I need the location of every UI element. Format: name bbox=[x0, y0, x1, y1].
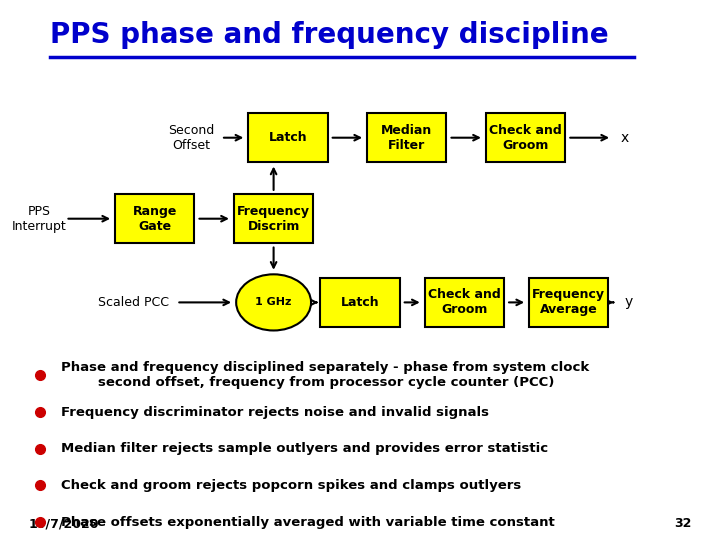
FancyBboxPatch shape bbox=[367, 113, 446, 162]
Text: Check and
Groom: Check and Groom bbox=[489, 124, 562, 152]
Text: Latch: Latch bbox=[269, 131, 307, 144]
FancyBboxPatch shape bbox=[529, 278, 608, 327]
Text: Frequency
Discrim: Frequency Discrim bbox=[237, 205, 310, 233]
Text: Median
Filter: Median Filter bbox=[381, 124, 433, 152]
FancyBboxPatch shape bbox=[486, 113, 565, 162]
Text: Phase and frequency disciplined separately - phase from system clock
        sec: Phase and frequency disciplined separate… bbox=[61, 361, 590, 389]
Text: Check and groom rejects popcorn spikes and clamps outlyers: Check and groom rejects popcorn spikes a… bbox=[61, 479, 521, 492]
Text: Range
Gate: Range Gate bbox=[132, 205, 177, 233]
Text: Frequency discriminator rejects noise and invalid signals: Frequency discriminator rejects noise an… bbox=[61, 406, 489, 419]
Text: 32: 32 bbox=[674, 517, 691, 530]
Text: 1 GHz: 1 GHz bbox=[256, 298, 292, 307]
Text: Frequency
Average: Frequency Average bbox=[532, 288, 606, 316]
Text: Latch: Latch bbox=[341, 296, 379, 309]
FancyBboxPatch shape bbox=[320, 278, 400, 327]
Text: x: x bbox=[621, 131, 629, 145]
Text: PPS
Interrupt: PPS Interrupt bbox=[12, 205, 67, 233]
Text: Second
Offset: Second Offset bbox=[168, 124, 214, 152]
Text: y: y bbox=[625, 295, 633, 309]
Text: Scaled PCC: Scaled PCC bbox=[98, 296, 168, 309]
Text: Phase offsets exponentially averaged with variable time constant: Phase offsets exponentially averaged wit… bbox=[61, 516, 555, 529]
Text: 10/7/2020: 10/7/2020 bbox=[29, 517, 99, 530]
Text: Check and
Groom: Check and Groom bbox=[428, 288, 501, 316]
FancyBboxPatch shape bbox=[248, 113, 328, 162]
Text: PPS phase and frequency discipline: PPS phase and frequency discipline bbox=[50, 21, 609, 49]
Text: Median filter rejects sample outlyers and provides error statistic: Median filter rejects sample outlyers an… bbox=[61, 442, 549, 455]
FancyBboxPatch shape bbox=[234, 194, 313, 243]
FancyBboxPatch shape bbox=[425, 278, 504, 327]
Circle shape bbox=[236, 274, 311, 330]
FancyBboxPatch shape bbox=[115, 194, 194, 243]
